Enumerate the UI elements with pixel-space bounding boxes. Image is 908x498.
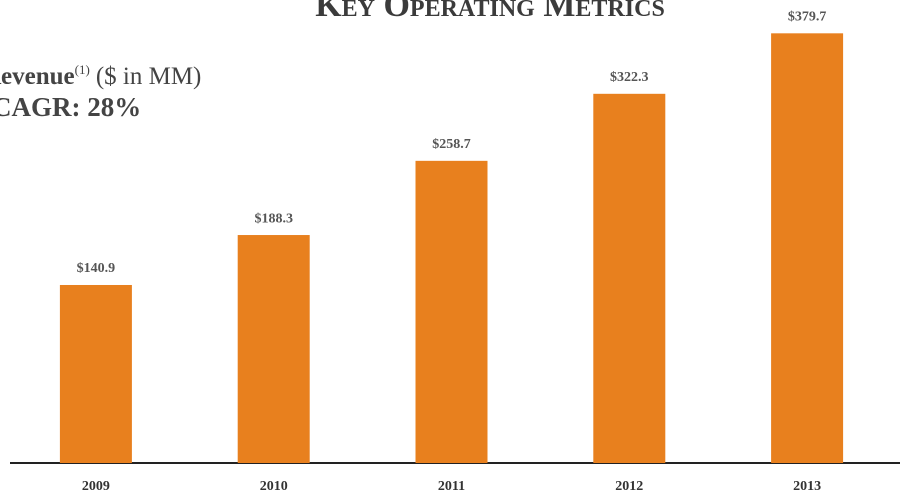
data-label: $188.3 xyxy=(254,211,293,226)
data-label: $379.7 xyxy=(788,10,827,25)
x-tick-label: 2012 xyxy=(615,479,643,494)
data-label: $322.3 xyxy=(610,70,649,85)
x-tick-label: 2013 xyxy=(793,479,821,494)
metric: Revenue xyxy=(0,63,75,90)
x-tick-label: 2009 xyxy=(82,479,110,494)
subtitle: Revenue(1) ($ in MM) xyxy=(0,62,201,90)
bar xyxy=(593,93,666,463)
data-label: $140.9 xyxy=(77,261,116,276)
data-label: $258.7 xyxy=(432,137,471,152)
bar xyxy=(415,160,488,463)
unit: ($ in MM) xyxy=(96,63,202,90)
cagr: CAGR: 28% xyxy=(0,92,141,122)
x-tick-label: 2010 xyxy=(260,479,288,494)
x-tick-label: 2011 xyxy=(438,479,465,494)
bar xyxy=(771,33,844,464)
bar xyxy=(237,235,310,463)
footnote: (1) xyxy=(75,62,90,77)
chart-title: Key Operating Metrics xyxy=(315,0,665,24)
bar xyxy=(59,284,132,463)
